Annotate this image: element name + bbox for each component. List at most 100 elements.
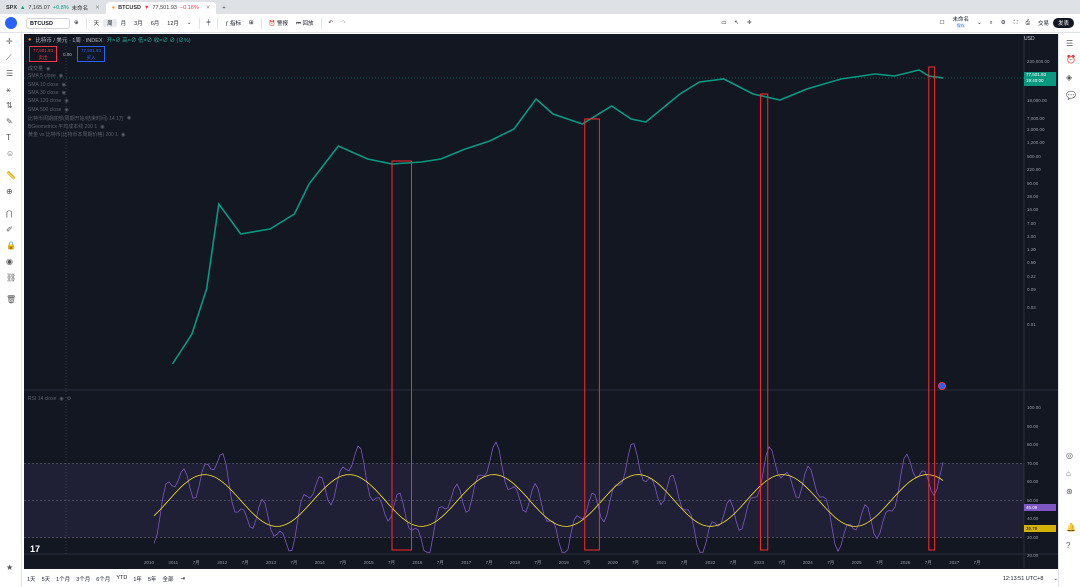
text-icon[interactable]: T: [6, 133, 11, 142]
quick-search-icon[interactable]: ⌕: [989, 19, 993, 26]
range-button[interactable]: YTD: [116, 575, 128, 581]
forecast-icon[interactable]: ⇅: [6, 101, 13, 110]
tab-spx[interactable]: SPX ▲ 7,165.07 +0.8% 未命名 ✕: [0, 2, 106, 14]
indicator-legend-item[interactable]: SMA 5 close ◉: [28, 73, 63, 79]
zoom-icon[interactable]: ⊕: [6, 187, 13, 196]
alert-button[interactable]: ⏰ 警报: [265, 19, 292, 27]
publish-button[interactable]: 发表: [1052, 18, 1074, 28]
indicator-legend-item[interactable]: SMA 120 close ◉: [28, 98, 69, 104]
eye-icon[interactable]: ◉: [61, 89, 66, 96]
indicator-legend-item[interactable]: SMA 30 close ◉: [28, 90, 66, 96]
eye-icon[interactable]: ◉: [46, 65, 51, 72]
eye-icon[interactable]: ◉: [100, 123, 105, 130]
interval-6m[interactable]: 6月: [150, 21, 160, 27]
templates-icon[interactable]: ⊞: [249, 20, 254, 26]
eye-icon[interactable]: ◉: [126, 115, 132, 122]
link-icon[interactable]: ⛓: [6, 273, 17, 282]
cursor-tool-icon[interactable]: ↖: [734, 20, 739, 26]
replay-button[interactable]: ⏮ 回放: [292, 19, 318, 28]
eye-icon[interactable]: ◉: [61, 81, 66, 88]
range-button[interactable]: 1天: [27, 577, 36, 583]
session-dropdown-icon[interactable]: ⌄: [1053, 576, 1058, 582]
star-icon[interactable]: ★: [6, 563, 14, 572]
chart-type-icon[interactable]: ╪: [206, 20, 211, 26]
tradingview-logo-icon[interactable]: 17: [30, 544, 41, 554]
interval-12m[interactable]: 12月: [167, 21, 179, 27]
eye-icon[interactable]: ◉: [64, 98, 69, 105]
buy-box[interactable]: 77,501.93 买入: [77, 46, 105, 62]
crosshair-tool-icon[interactable]: ✛: [747, 20, 752, 26]
undo-icon[interactable]: ↶: [328, 20, 334, 26]
scroll-to-realtime-icon[interactable]: [938, 382, 946, 390]
new-tab-icon[interactable]: +: [222, 5, 226, 11]
trash-icon[interactable]: 🗑: [6, 295, 17, 304]
time-tick-label: 7月: [680, 560, 688, 565]
emoji-icon[interactable]: ☺: [6, 149, 15, 158]
rectangle-tool-icon[interactable]: ▭: [721, 20, 727, 26]
indicator-legend-item[interactable]: 比特币周期底部(周期开始/结束时间) 14 1万 ◉: [28, 115, 131, 122]
range-calendar-icon[interactable]: ⇥: [180, 576, 186, 582]
settings-icon[interactable]: ⚙: [66, 396, 72, 402]
range-button[interactable]: 全部: [162, 577, 174, 583]
symbol-search[interactable]: BTCUSD: [26, 17, 70, 29]
fib-icon[interactable]: ☰: [6, 69, 14, 78]
alerts-icon[interactable]: ⏰: [1066, 55, 1076, 64]
indicator-legend-item[interactable]: 成交量 ◉: [28, 65, 51, 73]
layout-name-block[interactable]: 未命名 保存: [949, 17, 974, 29]
indicator-legend-item[interactable]: BGeometrics 平均成本线 200 1 ◉: [28, 123, 105, 131]
currency-label[interactable]: USD: [1024, 36, 1035, 42]
trade-button[interactable]: 交易: [1037, 21, 1049, 27]
tab-btcusd[interactable]: ● BTCUSD ▼ 77,501.93 −0.16% ✕: [105, 2, 217, 14]
eye-icon[interactable]: ◉: [121, 131, 126, 138]
indicators-button[interactable]: ƒ 指标: [221, 19, 245, 27]
redo-icon[interactable]: ↷: [341, 20, 346, 26]
target-icon[interactable]: ◎: [1066, 451, 1073, 460]
logo-icon[interactable]: [5, 17, 17, 29]
eye-icon[interactable]: ◉: [6, 257, 13, 266]
eye-icon[interactable]: ◉: [64, 106, 69, 113]
range-button[interactable]: 5天: [41, 577, 51, 583]
layout-checkbox-icon[interactable]: ☐: [939, 20, 945, 26]
range-button[interactable]: 5年: [147, 577, 157, 583]
stay-drawing-icon[interactable]: ✐: [6, 225, 13, 234]
range-button[interactable]: 3个月: [76, 577, 91, 583]
indicator-legend-item[interactable]: SMA 10 close ◉: [28, 82, 66, 88]
interval-1m[interactable]: 月: [120, 21, 127, 27]
chart-area[interactable]: ● 比特币 / 美元 · 1周 · INDEX 开=∅ 高=∅ 低=∅ 收=∅ …: [24, 34, 1058, 569]
eye-icon[interactable]: ◉: [58, 73, 64, 80]
chart-canvas[interactable]: [24, 34, 1058, 569]
range-button[interactable]: 1年: [133, 577, 142, 583]
camera-icon[interactable]: ⎙: [1025, 19, 1030, 26]
clock[interactable]: 12:13:51 UTC+8: [1002, 576, 1044, 582]
trend-line-icon[interactable]: ⟋: [6, 53, 12, 62]
eye-icon[interactable]: ◉: [59, 396, 64, 402]
interval-dropdown-icon[interactable]: ⌄: [186, 20, 192, 26]
range-button[interactable]: 6个月: [96, 577, 111, 583]
notification-icon[interactable]: 🔔: [1066, 523, 1076, 532]
close-tab-icon[interactable]: ✕: [205, 5, 211, 11]
lock-icon[interactable]: 🔒: [6, 241, 16, 250]
ruler-icon[interactable]: 📏: [6, 171, 16, 180]
indicator-legend-item[interactable]: SMA 500 close ◉: [28, 107, 69, 113]
sell-box[interactable]: 77,501.93 卖出: [29, 46, 57, 62]
compare-icon[interactable]: ⊕: [74, 20, 79, 26]
layers-icon[interactable]: ◈: [1066, 73, 1073, 82]
interval-3m[interactable]: 3月: [134, 21, 143, 27]
pattern-icon[interactable]: ⌂: [1066, 469, 1071, 478]
range-button[interactable]: 1个月: [56, 577, 71, 583]
close-tab-icon[interactable]: ✕: [95, 5, 100, 11]
interval-1w[interactable]: 周: [103, 19, 117, 27]
fullscreen-icon[interactable]: ⛶: [1013, 19, 1018, 26]
chat-icon[interactable]: 💬: [1066, 91, 1076, 100]
watchlist-icon[interactable]: ☰: [1066, 39, 1074, 48]
help-icon[interactable]: ?: [1066, 541, 1071, 550]
interval-1d[interactable]: 天: [93, 21, 100, 27]
brush-icon[interactable]: ✎: [6, 117, 13, 126]
broadcast-icon[interactable]: ⊛: [1066, 487, 1073, 496]
settings-icon[interactable]: ⚙: [1000, 20, 1006, 26]
crosshair-icon[interactable]: ✛: [6, 37, 13, 46]
layout-menu-icon[interactable]: ⌄: [977, 20, 982, 26]
magnet-icon[interactable]: ⋂: [6, 209, 13, 218]
indicator-legend-item[interactable]: 黄金 vs 比特币(比特币本周期价格) 200 1 ◉: [28, 131, 126, 139]
pattern-icon[interactable]: ⚹: [6, 85, 11, 94]
